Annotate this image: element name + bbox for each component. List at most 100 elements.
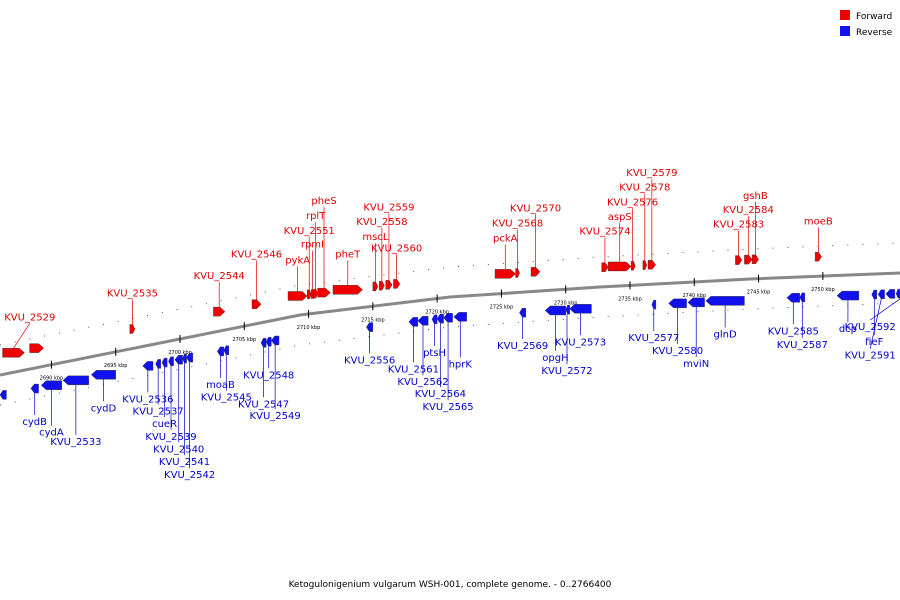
- reverse-gene-arrow[interactable]: [155, 359, 161, 369]
- reverse-gene-arrow[interactable]: [786, 293, 800, 303]
- forward-gene-arrow[interactable]: [647, 260, 656, 270]
- gene-label[interactable]: KVU_2574: [579, 227, 630, 238]
- gene-label[interactable]: ptsH: [423, 348, 446, 359]
- forward-gene-arrow[interactable]: [530, 267, 541, 277]
- forward-gene-arrow[interactable]: [29, 343, 45, 353]
- forward-gene-arrow[interactable]: [372, 281, 379, 292]
- reverse-gene-arrow[interactable]: [519, 307, 527, 318]
- gene-label[interactable]: KVU_2535: [107, 289, 158, 300]
- gene-label[interactable]: fieF: [865, 337, 883, 348]
- forward-gene-arrow[interactable]: [251, 299, 262, 309]
- forward-gene-arrow[interactable]: [332, 285, 363, 295]
- gene-label[interactable]: pckA: [493, 233, 518, 244]
- gene-label[interactable]: KVU_2560: [371, 243, 422, 254]
- forward-gene-arrow[interactable]: [735, 255, 743, 265]
- gene-label[interactable]: KVU_2570: [510, 203, 561, 214]
- forward-gene-arrow[interactable]: [393, 279, 401, 289]
- gene-label[interactable]: KVU_2544: [194, 271, 245, 282]
- forward-gene-arrow[interactable]: [2, 348, 25, 358]
- gene-label[interactable]: KVU_2573: [555, 337, 606, 348]
- gene-label[interactable]: KVU_2533: [50, 437, 101, 448]
- gene-label[interactable]: KVU_2569: [497, 341, 548, 352]
- gene-label[interactable]: glnD: [714, 329, 737, 340]
- gene-label[interactable]: KVU_2584: [723, 205, 774, 216]
- reverse-gene-arrow[interactable]: [569, 304, 592, 314]
- reverse-gene-arrow[interactable]: [223, 345, 230, 355]
- forward-gene-arrow[interactable]: [601, 262, 609, 272]
- gene-label[interactable]: KVU_2592: [845, 322, 896, 333]
- gene-label[interactable]: KVU_2548: [243, 370, 294, 381]
- gene-label[interactable]: KVU_2562: [397, 377, 448, 388]
- gene-label[interactable]: KVU_2536: [122, 394, 173, 405]
- reverse-gene-arrow[interactable]: [62, 375, 89, 386]
- reverse-gene-arrow[interactable]: [651, 299, 657, 310]
- gene-label[interactable]: cydD: [91, 403, 117, 414]
- gene-label[interactable]: hprK: [449, 359, 473, 370]
- gene-label[interactable]: gshB: [743, 191, 768, 202]
- reverse-gene-arrow[interactable]: [836, 290, 860, 301]
- forward-gene-arrow[interactable]: [515, 268, 520, 278]
- reverse-gene-arrow[interactable]: [431, 314, 438, 325]
- gene-label[interactable]: KVU_2576: [607, 197, 658, 208]
- gene-label[interactable]: KVU_2572: [541, 366, 592, 377]
- reverse-gene-arrow[interactable]: [174, 355, 183, 365]
- gene-label[interactable]: KVU_2558: [356, 217, 407, 228]
- reverse-gene-arrow[interactable]: [668, 298, 687, 309]
- gene-label[interactable]: KVU_2546: [231, 250, 282, 261]
- reverse-gene-arrow[interactable]: [168, 356, 174, 366]
- gene-label[interactable]: KVU_2537: [133, 406, 184, 417]
- gene-label[interactable]: cueR: [152, 419, 177, 430]
- gene-label[interactable]: KVU_2547: [238, 399, 289, 410]
- gene-label[interactable]: KVU_2549: [250, 411, 301, 422]
- forward-gene-arrow[interactable]: [213, 306, 226, 317]
- reverse-gene-arrow[interactable]: [436, 313, 444, 324]
- gene-label[interactable]: KVU_2591: [845, 351, 896, 362]
- gene-label[interactable]: moaB: [206, 380, 235, 391]
- forward-gene-arrow[interactable]: [751, 254, 759, 264]
- reverse-gene-arrow[interactable]: [260, 338, 267, 348]
- gene-label[interactable]: KVU_2579: [626, 168, 677, 179]
- gene-label[interactable]: cydB: [22, 417, 47, 428]
- reverse-gene-arrow[interactable]: [271, 335, 280, 346]
- reverse-gene-arrow[interactable]: [142, 361, 154, 371]
- gene-label[interactable]: KVU_2587: [777, 340, 828, 351]
- reverse-gene-arrow[interactable]: [161, 357, 168, 368]
- reverse-gene-arrow[interactable]: [443, 313, 453, 323]
- reverse-gene-arrow[interactable]: [453, 312, 467, 322]
- forward-gene-arrow[interactable]: [287, 291, 308, 301]
- gene-label[interactable]: KVU_2529: [4, 312, 55, 323]
- forward-gene-arrow[interactable]: [744, 254, 753, 265]
- gene-label[interactable]: cydA: [39, 428, 64, 439]
- reverse-gene-arrow[interactable]: [30, 383, 39, 394]
- reverse-gene-arrow[interactable]: [408, 317, 419, 327]
- gene-label[interactable]: moeB: [804, 216, 833, 227]
- gene-label[interactable]: KVU_2561: [388, 364, 439, 375]
- reverse-gene-arrow[interactable]: [544, 305, 566, 316]
- reverse-gene-arrow[interactable]: [40, 380, 62, 390]
- reverse-gene-arrow[interactable]: [265, 337, 272, 347]
- gene-label[interactable]: KVU_2556: [344, 356, 395, 367]
- reverse-gene-arrow[interactable]: [186, 352, 194, 363]
- gene-label[interactable]: KVU_2564: [415, 389, 466, 400]
- gene-label[interactable]: KVU_2539: [145, 432, 196, 443]
- gene-label[interactable]: KVU_2583: [713, 220, 764, 231]
- gene-label[interactable]: KVU_2545: [201, 393, 252, 404]
- forward-gene-arrow[interactable]: [385, 280, 393, 290]
- reverse-gene-arrow[interactable]: [366, 322, 374, 332]
- gene-label[interactable]: KVU_2551: [284, 226, 335, 237]
- reverse-gene-arrow[interactable]: [885, 289, 896, 299]
- gene-label[interactable]: mviN: [683, 359, 709, 370]
- gene-label[interactable]: KVU_2578: [619, 183, 670, 194]
- forward-gene-arrow[interactable]: [814, 252, 822, 262]
- gene-label[interactable]: rpmI: [301, 240, 324, 251]
- forward-gene-arrow[interactable]: [607, 261, 632, 272]
- forward-gene-arrow[interactable]: [642, 260, 648, 270]
- reverse-gene-arrow[interactable]: [217, 346, 224, 357]
- forward-gene-arrow[interactable]: [307, 289, 312, 300]
- reverse-gene-arrow[interactable]: [877, 289, 885, 299]
- gene-label[interactable]: pykA: [285, 255, 310, 266]
- reverse-gene-arrow[interactable]: [417, 316, 429, 326]
- gene-label[interactable]: mscL: [362, 232, 388, 243]
- gene-label[interactable]: opgH: [542, 353, 568, 364]
- gene-label[interactable]: pheT: [335, 249, 361, 260]
